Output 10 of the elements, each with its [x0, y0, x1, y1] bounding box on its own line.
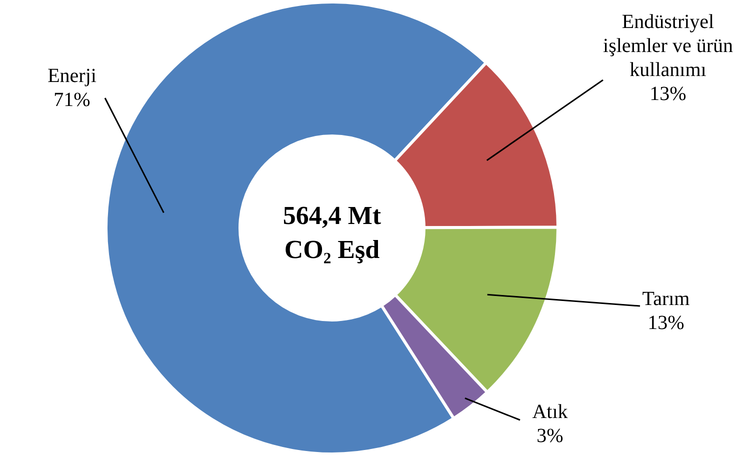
slice-label: Endüstriyel işlemler ve ürün kullanımı — [603, 11, 733, 81]
text: 564,4 Mt — [282, 201, 382, 230]
data-label: 13% — [650, 83, 686, 105]
data-label: 3% — [536, 425, 564, 447]
slice-label: Atık — [532, 401, 568, 423]
data-label: 13% — [648, 312, 684, 334]
slice-label: Enerji — [48, 65, 97, 87]
text: CO₂ Eşd — [284, 235, 380, 264]
data-label: 71% — [54, 89, 90, 111]
slice-label: Tarım — [642, 288, 690, 310]
